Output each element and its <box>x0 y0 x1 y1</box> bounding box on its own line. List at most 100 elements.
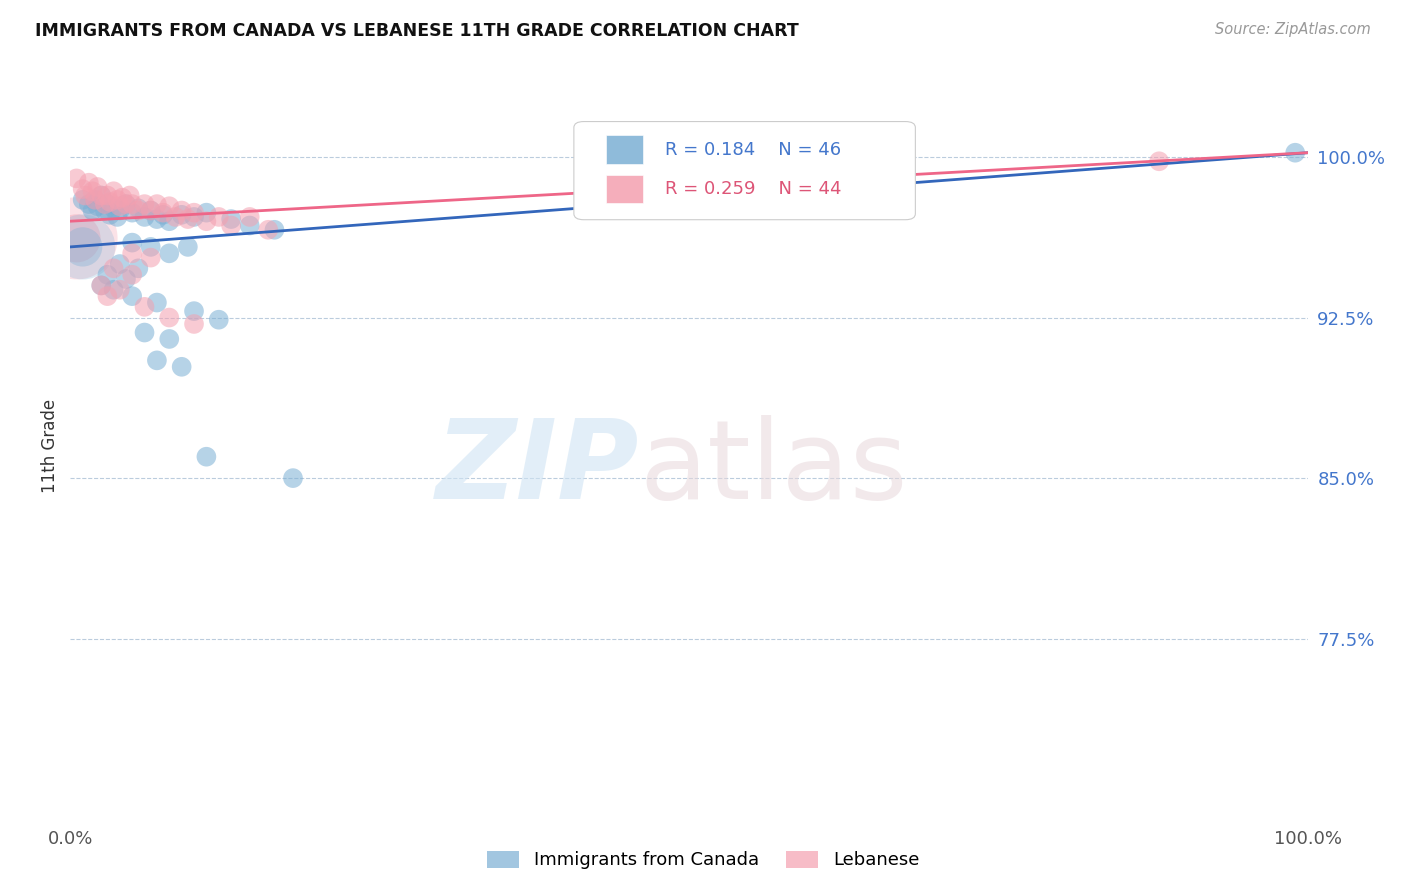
FancyBboxPatch shape <box>606 175 643 203</box>
Point <box>183 210 205 224</box>
Point <box>72 240 94 254</box>
Point <box>103 283 125 297</box>
Point <box>121 268 143 282</box>
Point <box>219 212 242 227</box>
Point <box>170 359 193 374</box>
Point <box>65 231 87 245</box>
Point <box>121 205 143 219</box>
Point <box>239 210 262 224</box>
Point <box>65 171 87 186</box>
Point <box>84 193 107 207</box>
Point <box>108 199 131 213</box>
Point <box>121 289 143 303</box>
Point <box>263 223 285 237</box>
Point <box>103 261 125 276</box>
Point <box>127 202 149 216</box>
FancyBboxPatch shape <box>606 136 643 164</box>
Point <box>152 208 174 222</box>
Point <box>177 212 200 227</box>
Point <box>157 246 180 260</box>
Text: R = 0.259    N = 44: R = 0.259 N = 44 <box>665 180 842 198</box>
Point <box>90 278 112 293</box>
Point <box>108 283 131 297</box>
Y-axis label: 11th Grade: 11th Grade <box>41 399 59 493</box>
Point <box>115 197 138 211</box>
Point <box>105 193 128 207</box>
Text: Source: ZipAtlas.com: Source: ZipAtlas.com <box>1215 22 1371 37</box>
Point <box>134 210 156 224</box>
Point <box>96 188 118 202</box>
Point <box>72 240 94 254</box>
Point <box>127 203 149 218</box>
Point <box>84 193 107 207</box>
Point <box>72 193 94 207</box>
Text: atlas: atlas <box>640 415 908 522</box>
Point <box>121 246 143 260</box>
Point <box>90 188 112 202</box>
Point <box>134 300 156 314</box>
Point <box>170 208 193 222</box>
Point <box>77 176 100 190</box>
Point <box>146 353 169 368</box>
Point <box>105 210 128 224</box>
Point <box>96 289 118 303</box>
Text: IMMIGRANTS FROM CANADA VS LEBANESE 11TH GRADE CORRELATION CHART: IMMIGRANTS FROM CANADA VS LEBANESE 11TH … <box>35 22 799 40</box>
Point <box>118 188 141 202</box>
Point <box>183 317 205 331</box>
Text: ZIP: ZIP <box>436 415 640 522</box>
Point <box>195 214 218 228</box>
Point <box>94 197 117 211</box>
Point <box>139 240 162 254</box>
Point <box>183 304 205 318</box>
Point <box>157 332 180 346</box>
Point <box>115 197 138 211</box>
Point <box>127 261 149 276</box>
Point <box>65 231 87 245</box>
Point <box>157 199 180 213</box>
Point <box>103 202 125 216</box>
Point <box>103 184 125 198</box>
Point <box>239 219 262 233</box>
Point <box>152 205 174 219</box>
Point <box>94 203 117 218</box>
Point <box>90 188 112 202</box>
Point <box>108 203 131 218</box>
Point <box>195 450 218 464</box>
FancyBboxPatch shape <box>574 121 915 219</box>
Point <box>121 197 143 211</box>
Point <box>134 197 156 211</box>
Point <box>219 219 242 233</box>
Point <box>72 182 94 196</box>
Point <box>82 203 104 218</box>
Point <box>157 214 180 228</box>
Point <box>134 326 156 340</box>
Point <box>108 257 131 271</box>
Point <box>1147 154 1170 169</box>
Point <box>257 223 280 237</box>
Point <box>165 210 187 224</box>
Point <box>195 205 218 219</box>
Point <box>281 471 304 485</box>
Point <box>177 240 200 254</box>
Point <box>121 235 143 250</box>
Text: R = 0.184    N = 46: R = 0.184 N = 46 <box>665 141 842 159</box>
Point <box>139 203 162 218</box>
Point <box>208 210 231 224</box>
Point <box>90 278 112 293</box>
Point <box>146 197 169 211</box>
Point <box>1284 145 1306 160</box>
Point <box>115 272 138 286</box>
Point <box>146 295 169 310</box>
Point <box>170 203 193 218</box>
Point <box>157 310 180 325</box>
Point <box>75 188 97 202</box>
Point <box>139 203 162 218</box>
Point <box>139 251 162 265</box>
Legend: Immigrants from Canada, Lebanese: Immigrants from Canada, Lebanese <box>478 842 928 879</box>
Point <box>208 312 231 326</box>
Point <box>86 199 108 213</box>
Point <box>86 180 108 194</box>
Point <box>98 194 121 209</box>
Point <box>183 205 205 219</box>
Point <box>96 197 118 211</box>
